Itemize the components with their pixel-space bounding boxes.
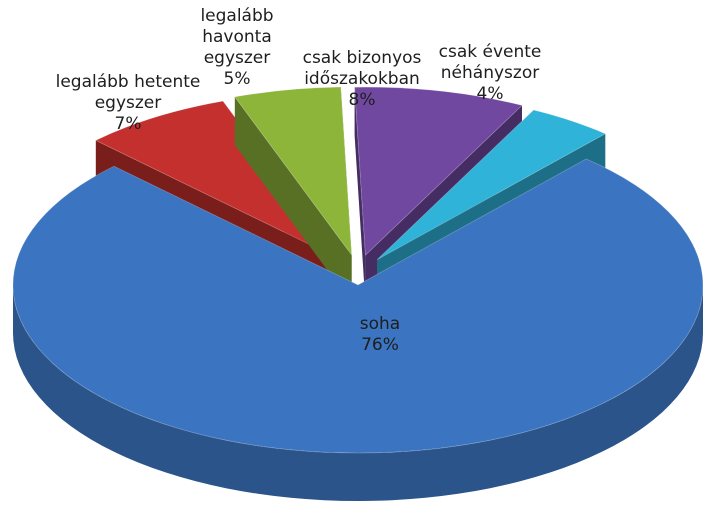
value-label: 76%	[361, 335, 399, 355]
category-label: csak évente néhányszor	[438, 42, 542, 83]
slice	[354, 86, 523, 257]
slice	[12, 158, 704, 454]
value-label: 8%	[348, 90, 376, 110]
slice-wall	[13, 285, 703, 501]
value-label: 5%	[223, 69, 251, 89]
value-label: 7%	[114, 114, 142, 134]
category-label: legalább hetente egyszer	[55, 72, 201, 113]
category-label: soha	[359, 314, 401, 334]
value-label: 4%	[476, 84, 504, 104]
slice	[94, 100, 341, 260]
slice	[376, 109, 607, 261]
category-label: legalább havonta egyszer	[200, 6, 274, 68]
slice	[234, 86, 353, 257]
slice-side	[234, 96, 352, 303]
slice-side	[354, 87, 366, 304]
category-label: csak bizonyos időszakokban	[302, 48, 422, 89]
